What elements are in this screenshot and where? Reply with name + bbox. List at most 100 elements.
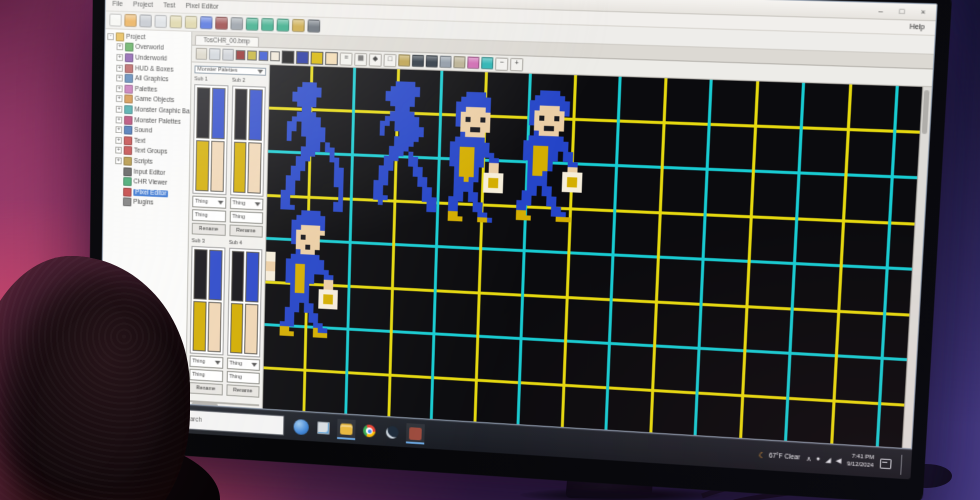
vscroll-thumb[interactable] xyxy=(921,90,930,135)
save-project-icon[interactable] xyxy=(139,14,152,28)
tree-expander[interactable]: + xyxy=(115,105,123,113)
save-as-icon[interactable] xyxy=(154,14,167,29)
run-emulator-icon[interactable] xyxy=(245,17,259,31)
tab-chr-file[interactable]: TosCHR_00.bmp xyxy=(194,34,259,47)
minimize-button[interactable]: – xyxy=(878,5,884,16)
mini-swatch-3[interactable] xyxy=(258,50,269,62)
menu-file[interactable]: File xyxy=(112,0,123,8)
palette-assign-dropdown[interactable]: Thing xyxy=(229,197,264,211)
palette-color-swatch-3[interactable] xyxy=(247,142,262,194)
steam-icon[interactable] xyxy=(383,422,402,443)
select-tool-icon[interactable]: □ xyxy=(383,53,397,67)
palette-color-swatch-1[interactable] xyxy=(208,249,223,301)
rename-button[interactable]: Rename xyxy=(228,224,263,238)
checker-icon[interactable] xyxy=(439,55,452,69)
pink-tool-icon[interactable] xyxy=(467,56,480,70)
tree-expander[interactable]: - xyxy=(107,32,114,40)
pattern-a-icon[interactable] xyxy=(398,54,411,67)
open-file-icon[interactable] xyxy=(195,47,208,60)
menu-test[interactable]: Test xyxy=(163,2,176,10)
color-2-swatch[interactable] xyxy=(310,50,324,65)
tray-caret-icon[interactable]: ∧ xyxy=(806,455,812,463)
palette-color-swatch-2[interactable] xyxy=(192,300,207,352)
palette-color-swatch-1[interactable] xyxy=(248,89,263,141)
save-file-icon[interactable] xyxy=(208,48,221,61)
photos-app-icon[interactable] xyxy=(314,417,333,438)
file-explorer-icon[interactable] xyxy=(337,418,356,441)
network-icon[interactable]: ◢ xyxy=(825,456,831,464)
menu-pixel-editor[interactable]: Pixel Editor xyxy=(185,2,219,11)
line-mode-icon[interactable]: ≡ xyxy=(339,51,353,66)
tile-bank-2-icon[interactable] xyxy=(425,55,438,68)
copy-tiles-icon[interactable] xyxy=(222,48,234,61)
palette-color-swatch-3[interactable] xyxy=(210,140,225,193)
game-app-icon[interactable] xyxy=(405,423,425,445)
undo-icon[interactable] xyxy=(169,15,183,29)
tree-expander[interactable]: + xyxy=(116,43,124,51)
palette-color-swatch-2[interactable] xyxy=(232,141,247,194)
palette-color-swatch-3[interactable] xyxy=(207,301,222,353)
volume-icon[interactable]: ◀ xyxy=(835,457,842,465)
fill-tool-icon[interactable]: ◆ xyxy=(368,52,382,67)
tile-bank-icon[interactable] xyxy=(411,54,425,68)
maximize-button[interactable]: □ xyxy=(899,6,905,17)
palette-color-swatch-2[interactable] xyxy=(195,140,210,192)
palette-name-field[interactable]: Thing xyxy=(226,370,260,385)
tree-expander[interactable]: + xyxy=(116,85,123,93)
palette-assign-dropdown[interactable]: Thing xyxy=(226,357,261,371)
info-icon[interactable] xyxy=(307,19,321,33)
action-center-icon[interactable] xyxy=(879,457,892,469)
menu-project[interactable]: Project xyxy=(133,1,154,9)
color-3-swatch[interactable] xyxy=(325,51,338,65)
teal-tool-icon[interactable] xyxy=(481,56,494,70)
palette-color-swatch-0[interactable] xyxy=(193,248,208,300)
pixel-canvas[interactable] xyxy=(262,65,932,449)
palette-color-swatch-0[interactable] xyxy=(233,88,248,141)
weather-widget[interactable]: ☾ 67°F Clear xyxy=(758,451,800,463)
palette-name-field[interactable]: Thing xyxy=(189,368,223,383)
rename-button[interactable]: Rename xyxy=(189,382,223,396)
mini-swatch-4[interactable] xyxy=(270,51,280,62)
palette-color-swatch-0[interactable] xyxy=(230,250,245,302)
mini-swatch-1[interactable] xyxy=(235,50,246,61)
pinned-dolphin-icon[interactable] xyxy=(292,416,310,437)
menu-help[interactable]: Help xyxy=(909,23,925,32)
open-project-icon[interactable] xyxy=(124,13,137,28)
export-rom-icon[interactable] xyxy=(215,16,228,30)
zoom-out-icon[interactable]: − xyxy=(494,56,509,71)
tree-expander[interactable]: + xyxy=(115,136,122,144)
tree-expander[interactable]: + xyxy=(115,157,122,165)
palette-color-swatch-3[interactable] xyxy=(244,303,259,355)
mini-swatch-2[interactable] xyxy=(247,50,257,61)
palette-assign-dropdown[interactable]: Thing xyxy=(189,355,223,369)
build-icon[interactable] xyxy=(291,18,305,33)
settings-icon[interactable] xyxy=(230,17,244,31)
shield-tray-icon[interactable]: ● xyxy=(816,455,821,463)
palette-color-swatch-1[interactable] xyxy=(211,87,226,140)
palette-assign-dropdown[interactable]: Thing xyxy=(192,195,226,209)
import-graphics-icon[interactable] xyxy=(199,16,213,30)
palette-color-swatch-1[interactable] xyxy=(245,251,260,303)
pattern-b-icon[interactable] xyxy=(453,56,466,69)
redo-icon[interactable] xyxy=(184,15,198,29)
rename-button[interactable]: Rename xyxy=(191,222,226,236)
palette-color-swatch-2[interactable] xyxy=(229,302,244,354)
tray-clock[interactable]: 7:41 PM 9/12/2024 xyxy=(847,454,874,470)
color-1-swatch[interactable] xyxy=(296,50,309,64)
run-map-icon[interactable] xyxy=(261,18,274,32)
run-screen-icon[interactable] xyxy=(276,18,290,32)
tree-expander[interactable]: + xyxy=(115,95,123,103)
show-desktop-button[interactable] xyxy=(900,454,906,475)
new-project-icon[interactable] xyxy=(109,13,122,27)
tree-expander[interactable]: + xyxy=(115,146,122,155)
tree-expander[interactable]: + xyxy=(116,74,123,82)
close-button[interactable]: × xyxy=(920,7,926,17)
tree-expander[interactable]: + xyxy=(116,64,123,72)
tree-expander[interactable]: + xyxy=(115,126,123,134)
palette-name-field[interactable]: Thing xyxy=(191,209,226,223)
palette-bank-select[interactable]: Monster Palettes xyxy=(194,65,267,76)
rename-button[interactable]: Rename xyxy=(225,384,260,398)
tree-expander[interactable]: + xyxy=(116,53,124,62)
palette-color-swatch-0[interactable] xyxy=(196,87,211,139)
zoom-in-icon[interactable]: + xyxy=(509,57,524,71)
